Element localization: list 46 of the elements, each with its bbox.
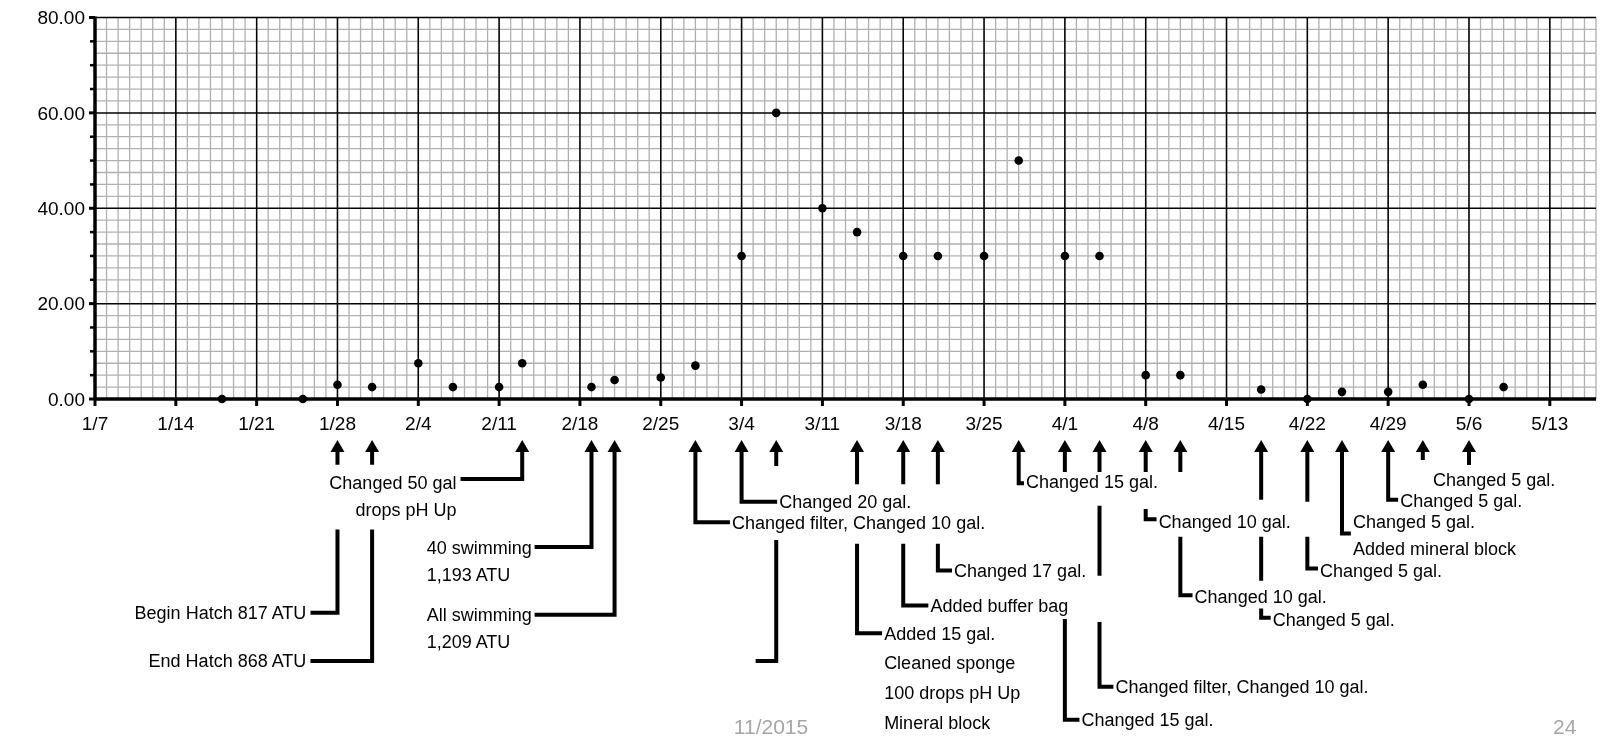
text: Changed 5 gal. [1272, 610, 1395, 631]
x-tick-label: 1/21 [238, 413, 276, 434]
text: Added buffer bag [930, 595, 1069, 616]
text: Changed filter, Changed 10 gal. [731, 512, 986, 533]
text: End Hatch 868 ATU [148, 651, 307, 672]
y-tick-label: 20.00 [37, 293, 85, 315]
text: All swimming 1,209 ATU [426, 605, 532, 652]
x-tick-label: 1/7 [81, 413, 109, 434]
text: Changed 15 gal. [1026, 472, 1159, 493]
x-tick-label: 3/4 [728, 413, 756, 434]
x-tick-label: 4/29 [1369, 413, 1407, 434]
text: Changed 17 gal. [954, 560, 1087, 581]
text: Changed 10 gal. [1158, 511, 1291, 532]
text: 40 swimming 1,193 ATU [426, 538, 532, 585]
y-tick-label: 0.00 [48, 388, 85, 410]
text: Changed 5 gal. [1320, 560, 1443, 581]
text: Changed 5 gal. [1433, 470, 1556, 491]
y-tick-label: 40.00 [37, 197, 85, 219]
text: Changed 10 gal. [1194, 586, 1327, 607]
text: Changed 5 gal. [1400, 490, 1523, 511]
x-tick-label: 1/28 [318, 413, 356, 434]
y-tick-label: 60.00 [37, 102, 85, 124]
x-tick-label: 2/18 [561, 413, 599, 434]
x-tick-label: 2/25 [642, 413, 680, 434]
x-tick-label: 3/25 [965, 413, 1003, 434]
x-tick-label: 4/8 [1132, 413, 1159, 434]
text: Changed 15 gal. [1081, 709, 1214, 730]
x-tick-label: 3/11 [804, 413, 841, 434]
text: 11/2015 [733, 715, 809, 736]
text: Begin Hatch 817 ATU [134, 603, 307, 624]
text: Changed filter, Changed 10 gal. [1115, 677, 1369, 698]
x-tick-label: 4/15 [1208, 413, 1246, 434]
text: Changed 5 gal. Added mineral block [1352, 511, 1518, 560]
x-tick-label: 5/6 [1455, 413, 1483, 434]
text: Changed 20 gal. [779, 491, 912, 512]
x-tick-label: 4/1 [1051, 413, 1079, 434]
text: Changed 50 gal drops pH Up [329, 473, 457, 521]
text: 24 [1553, 715, 1577, 736]
text: Added 15 gal. Cleaned sponge 100 drops pH Up Mineral block [884, 623, 1021, 734]
x-tick-label: 3/18 [884, 413, 922, 434]
y-tick-label: 80.00 [37, 7, 85, 29]
x-tick-label: 1/14 [157, 413, 195, 434]
x-tick-label: 4/22 [1288, 413, 1326, 434]
x-tick-label: 2/4 [405, 413, 432, 434]
x-tick-label: 2/11 [481, 413, 517, 434]
x-tick-label: 5/13 [1531, 413, 1569, 434]
